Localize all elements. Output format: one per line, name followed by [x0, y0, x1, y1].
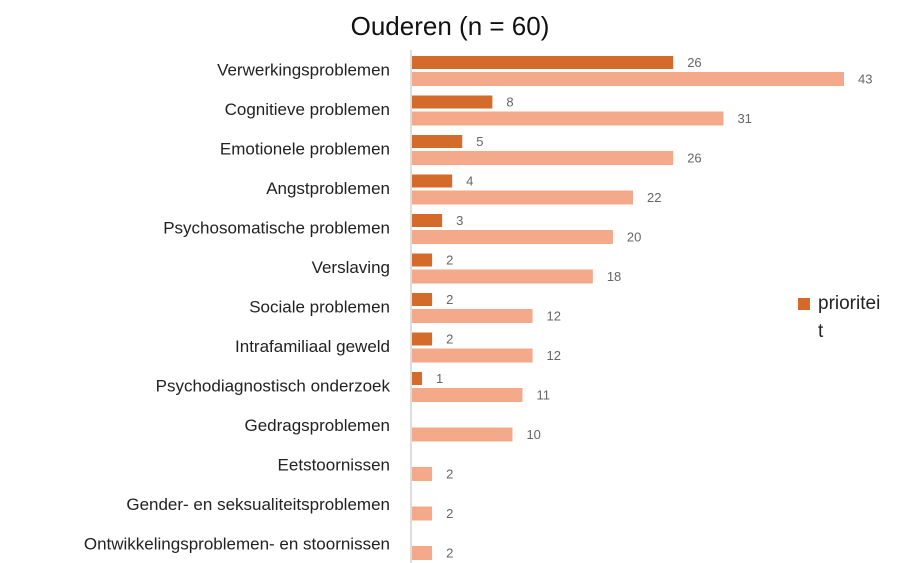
value-label: 11	[537, 387, 551, 402]
value-label: 12	[547, 308, 561, 323]
bar	[412, 427, 513, 442]
value-label: 26	[687, 150, 701, 165]
value-label: 22	[647, 190, 661, 205]
bar	[412, 56, 674, 69]
bar	[412, 506, 433, 521]
value-label: 3	[456, 213, 463, 228]
bar	[412, 467, 433, 481]
chart-title: Ouderen (n = 60)	[351, 11, 550, 41]
category-label: Cognitieve problemen	[225, 100, 390, 119]
bar	[412, 111, 724, 126]
bar	[412, 95, 493, 109]
category-label: Gedragsproblemen	[244, 416, 390, 435]
bar	[412, 269, 593, 284]
bar	[412, 72, 844, 86]
bar	[412, 214, 443, 227]
legend-swatch	[798, 298, 810, 310]
value-label: 31	[737, 111, 751, 126]
value-label: 4	[466, 173, 473, 188]
category-label: Verslaving	[312, 258, 390, 277]
category-label: Eetstoornissen	[278, 455, 390, 474]
category-label: Sociale problemen	[249, 297, 390, 316]
bar	[412, 372, 423, 385]
bar	[412, 388, 523, 402]
value-label: 1	[436, 371, 443, 386]
value-label: 2	[446, 252, 453, 267]
bar	[412, 293, 433, 306]
value-label: 2	[446, 331, 453, 346]
bar	[412, 253, 433, 267]
category-label: Verwerkingsproblemen	[217, 60, 390, 79]
category-label: Intrafamiliaal geweld	[235, 337, 390, 356]
category-label: Angstproblemen	[266, 179, 390, 198]
value-label: 2	[446, 292, 453, 307]
legend-label: prioritei t	[818, 293, 880, 342]
category-label: Psychodiagnostisch onderzoek	[156, 376, 391, 395]
category-label: Psychosomatische problemen	[163, 218, 390, 237]
category-label: Emotionele problemen	[220, 139, 390, 158]
value-label: 18	[607, 269, 621, 284]
bar	[412, 230, 613, 244]
value-label: 2	[446, 545, 453, 560]
value-label: 20	[627, 229, 641, 244]
bar	[412, 190, 634, 205]
value-label: 12	[547, 348, 561, 363]
value-label: 26	[687, 55, 701, 70]
value-label: 10	[526, 427, 540, 442]
value-label: 43	[858, 71, 872, 86]
bar	[412, 135, 463, 148]
category-label: Ontwikkelingsproblemen- en stoornissen	[84, 534, 390, 553]
bar	[412, 151, 674, 165]
value-label: 2	[446, 506, 453, 521]
bar	[412, 309, 533, 323]
bar	[412, 348, 533, 363]
bar	[412, 174, 453, 188]
category-label: Gender- en seksualiteitsproblemen	[126, 495, 390, 514]
bar	[412, 332, 433, 346]
value-label: 8	[506, 94, 513, 109]
bar	[412, 546, 433, 560]
value-label: 5	[476, 134, 483, 149]
value-label: 2	[446, 466, 453, 481]
